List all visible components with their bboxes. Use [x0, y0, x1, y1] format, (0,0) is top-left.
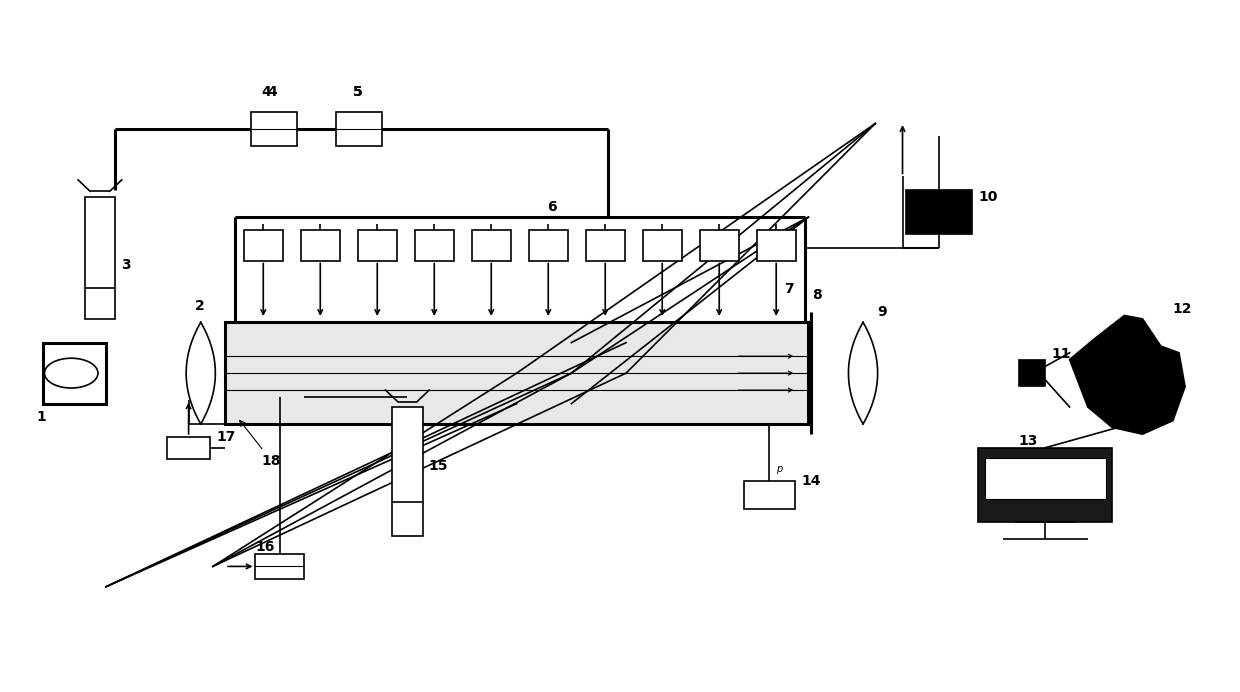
Bar: [905, 190, 972, 234]
Text: 1: 1: [37, 410, 46, 424]
Polygon shape: [1070, 316, 1185, 434]
Text: 12: 12: [1173, 302, 1193, 316]
Bar: [84, 197, 115, 319]
Bar: [756, 230, 796, 261]
Text: 11: 11: [1052, 347, 1071, 361]
Text: p: p: [775, 464, 781, 474]
Bar: [642, 230, 682, 261]
Bar: [585, 230, 625, 261]
Bar: [392, 407, 423, 536]
Text: 16: 16: [255, 540, 275, 554]
Text: 2: 2: [195, 298, 205, 313]
Bar: [301, 230, 340, 261]
Bar: [224, 322, 808, 424]
Bar: [167, 437, 210, 459]
Text: 3: 3: [122, 258, 130, 272]
Bar: [699, 230, 739, 261]
Text: 7: 7: [784, 282, 794, 295]
Text: 17: 17: [216, 430, 236, 444]
Bar: [336, 112, 382, 146]
Bar: [250, 112, 296, 146]
Text: 4: 4: [268, 85, 278, 99]
Text: 15: 15: [429, 459, 448, 473]
Bar: [744, 481, 795, 509]
Text: 5: 5: [352, 85, 362, 99]
Bar: [358, 230, 397, 261]
Text: 10: 10: [978, 190, 998, 204]
Text: 5: 5: [352, 85, 362, 99]
Text: 18: 18: [239, 420, 281, 468]
Text: 14: 14: [801, 474, 821, 488]
Bar: [528, 230, 568, 261]
Text: 8: 8: [812, 289, 822, 302]
Bar: [471, 230, 511, 261]
Text: 6: 6: [547, 200, 557, 215]
Bar: [244, 230, 283, 261]
Bar: [42, 343, 105, 403]
Text: 4: 4: [262, 85, 272, 99]
Text: 13: 13: [1018, 434, 1038, 448]
Bar: [415, 230, 454, 261]
Bar: [1018, 361, 1045, 386]
Bar: [255, 554, 304, 579]
Text: 9: 9: [878, 305, 888, 319]
Bar: [985, 457, 1106, 498]
Bar: [978, 448, 1112, 522]
